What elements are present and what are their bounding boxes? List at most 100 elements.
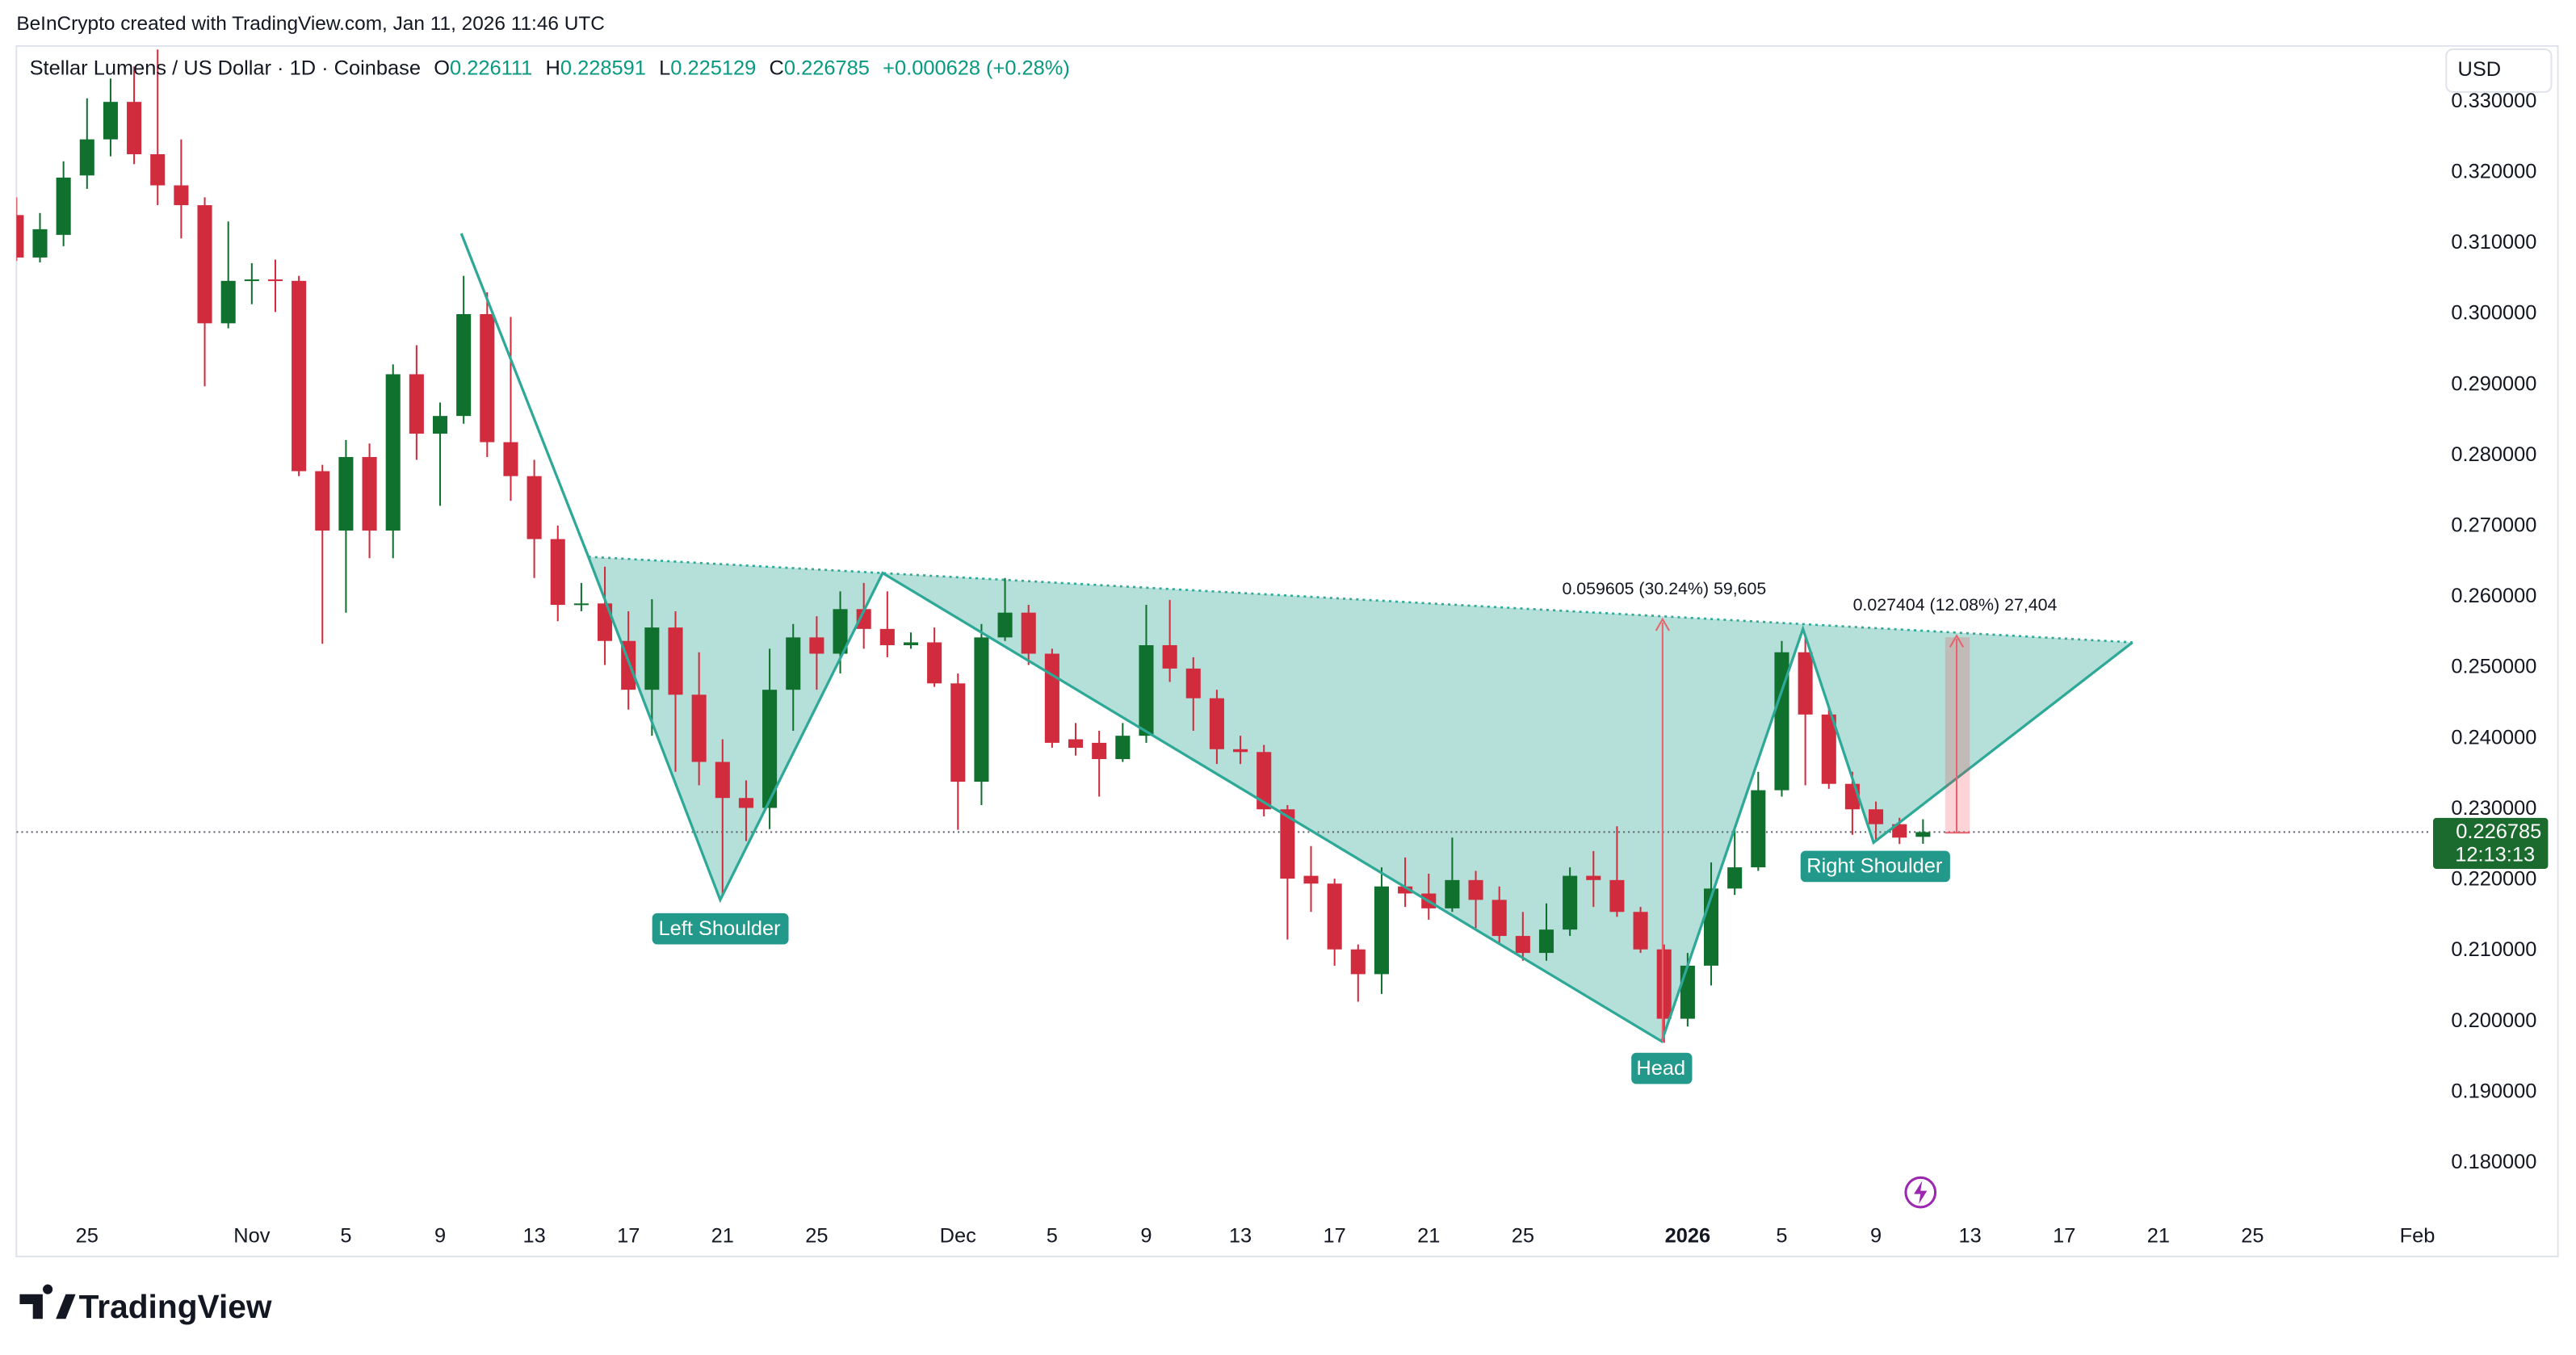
candle-body <box>1491 900 1507 937</box>
candle-body <box>338 456 354 531</box>
candle-body <box>1633 912 1648 950</box>
y-tick-label: 0.230000 <box>2451 797 2536 820</box>
pattern-line <box>459 233 2133 1044</box>
x-tick-label: 9 <box>1140 1224 1152 1247</box>
candle-body <box>362 456 377 531</box>
plot-area <box>16 49 2431 1044</box>
x-tick-label: 25 <box>76 1224 99 1247</box>
candle-body <box>1092 742 1107 760</box>
candle-body <box>292 280 307 472</box>
label-box <box>1631 1052 1693 1084</box>
candle-body <box>1303 875 1319 884</box>
candle-body <box>1609 879 1625 912</box>
candle-body <box>32 229 48 258</box>
candle-body <box>1350 949 1366 975</box>
candle-body <box>1915 832 1931 837</box>
candle-body <box>432 416 448 434</box>
x-tick-label: Feb <box>2400 1224 2435 1247</box>
event-bolt <box>1914 1181 1928 1204</box>
candle-body <box>16 215 24 258</box>
candle-body <box>950 683 966 782</box>
candle-body <box>503 442 518 476</box>
pattern-fill <box>588 556 2133 1042</box>
x-tick-label: 25 <box>1512 1224 1534 1247</box>
frame <box>15 44 2559 1257</box>
candle-body <box>79 139 94 176</box>
candle-body <box>1185 668 1201 698</box>
candle-body <box>1280 809 1295 879</box>
candle-body <box>738 798 753 808</box>
x-tick-label: 13 <box>1229 1224 1252 1247</box>
x-tick-label: 21 <box>2147 1224 2170 1247</box>
x-tick-label: Dec <box>940 1224 976 1247</box>
x-tick-label: 17 <box>1324 1224 1346 1247</box>
watermark: BeInCrypto created with TradingView.com,… <box>16 13 605 35</box>
candle-body <box>644 627 660 690</box>
candle-body <box>527 476 542 539</box>
candle-body <box>997 612 1013 638</box>
candle-body <box>691 694 707 762</box>
y-tick-label: 0.200000 <box>2451 1009 2536 1032</box>
y-tick-label: 0.320000 <box>2451 160 2536 182</box>
candle-body <box>1044 653 1059 743</box>
candle-body <box>1468 879 1483 900</box>
ohlc-key: L <box>659 57 670 79</box>
candle-body <box>1656 949 1672 1019</box>
x-tick-label: 5 <box>1776 1224 1787 1247</box>
candle-body <box>1727 867 1743 889</box>
x-tick-label: 5 <box>1047 1224 1058 1247</box>
candle-body <box>1233 749 1248 753</box>
label-box <box>1800 850 1950 883</box>
x-tick-label: 13 <box>1959 1224 1982 1247</box>
measure-label: 0.027404 (12.08%) 27,404 <box>1853 595 2058 615</box>
candle-body <box>267 279 283 282</box>
candle-body <box>56 177 71 235</box>
candle-body <box>1798 652 1813 715</box>
x-tick-label: 9 <box>434 1224 446 1247</box>
countdown: 12:13:13 <box>2455 843 2535 866</box>
label-box <box>652 912 789 945</box>
symbol: Stellar Lumens / US Dollar · 1D · Coinba… <box>30 57 421 79</box>
candle-body <box>1068 739 1084 749</box>
measure-arrow <box>1949 634 1965 648</box>
x-tick-label: 17 <box>617 1224 640 1247</box>
candle-body <box>1821 714 1836 784</box>
currency[interactable]: USD <box>2458 58 2502 81</box>
x-tick-label: Nov <box>233 1224 270 1247</box>
candle-body <box>833 609 848 654</box>
candle-body <box>1563 875 1578 930</box>
pattern-label: Right Shoulder <box>1806 855 1943 878</box>
y-tick-label: 0.220000 <box>2451 868 2536 891</box>
candle-body <box>903 642 919 645</box>
pattern-label: Left Shoulder <box>659 917 782 940</box>
candle-body <box>1538 929 1554 954</box>
x-tick-label: 25 <box>2241 1224 2263 1247</box>
candle-body <box>150 153 166 186</box>
candle-body <box>1257 752 1272 810</box>
candle-body <box>927 642 942 684</box>
currency-button[interactable] <box>2445 48 2553 93</box>
candle-body <box>715 761 730 799</box>
candle-body <box>409 374 424 434</box>
candle-body <box>244 279 259 282</box>
y-tick-label: 0.290000 <box>2451 372 2536 395</box>
logo: TradingView <box>79 1288 272 1325</box>
candle-body <box>1139 644 1154 736</box>
candle-body <box>385 374 401 531</box>
ohlc-value: 0.228591 <box>560 57 646 79</box>
ohlc-value: 0.226785 <box>784 57 870 79</box>
y-tick-label: 0.300000 <box>2451 302 2536 325</box>
last-price: 0.226785 <box>2456 820 2541 843</box>
candle-body <box>786 637 801 690</box>
candle-body <box>1445 879 1460 908</box>
x-tick-label: 9 <box>1870 1224 1882 1247</box>
candle-body <box>1680 965 1695 1019</box>
candle-body <box>1115 736 1131 760</box>
candle-body <box>127 102 142 154</box>
candle-body <box>1869 809 1884 824</box>
x-tick-label: 25 <box>805 1224 828 1247</box>
ohlc-value: 0.225129 <box>670 57 756 79</box>
x-tick-label: 21 <box>711 1224 734 1247</box>
candle-body <box>573 603 589 606</box>
